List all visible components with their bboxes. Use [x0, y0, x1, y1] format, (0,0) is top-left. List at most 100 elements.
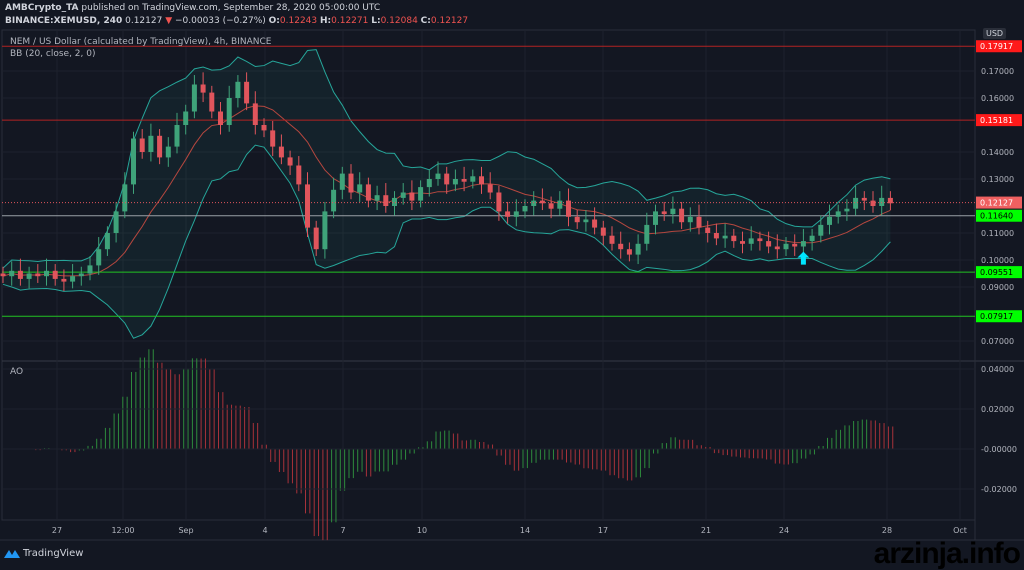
candle: [870, 200, 876, 206]
candle: [531, 200, 537, 206]
candle: [644, 224, 650, 244]
candle: [165, 146, 171, 158]
candle: [200, 84, 206, 93]
last-price-tag: [976, 196, 1022, 209]
level-tag: [976, 40, 1022, 53]
candle: [70, 276, 76, 282]
bb-legend[interactable]: BB (20, close, 2, 0): [10, 49, 96, 59]
level-label: 0.09551: [980, 268, 1013, 277]
candle: [122, 184, 128, 212]
level-label: 0.07917: [980, 312, 1013, 321]
candle: [600, 227, 606, 236]
candle: [322, 211, 328, 250]
ao-legend[interactable]: AO: [10, 367, 24, 377]
candle: [348, 173, 354, 193]
tradingview-icon: [4, 550, 20, 558]
candle: [470, 176, 476, 182]
candle: [705, 227, 711, 233]
candle: [783, 243, 789, 250]
candle: [626, 249, 632, 255]
candle: [444, 173, 450, 185]
candle: [757, 238, 763, 242]
y-tick-label: 0.14000: [981, 148, 1014, 157]
candle: [409, 192, 415, 201]
candle: [339, 173, 345, 190]
level-tag: [976, 266, 1022, 279]
candle: [513, 211, 519, 217]
y-tick-label: 0.13000: [981, 175, 1014, 184]
candle: [131, 138, 136, 185]
candle: [557, 200, 563, 209]
candle: [218, 111, 223, 125]
candle: [539, 200, 545, 204]
candle: [661, 211, 667, 215]
candle: [574, 216, 580, 223]
ao-y-tick-label: 0.04000: [981, 365, 1014, 374]
ao-y-tick-label: -0.02000: [981, 485, 1017, 494]
candle: [139, 138, 145, 152]
level-label: 0.11640: [980, 212, 1013, 221]
candle: [522, 206, 528, 212]
x-tick-label: Oct: [953, 526, 967, 535]
x-tick-label: 10: [417, 526, 427, 535]
candle: [748, 238, 754, 244]
candle: [261, 125, 267, 131]
last-price: 0.12127: [125, 16, 163, 26]
candle: [713, 233, 719, 239]
candle: [44, 270, 49, 277]
chart-canvas[interactable]: 27 12:00 Sep 4 7 10 14 17 21 24 28 Oct 0.17000 0.1600…: [0, 0, 1024, 545]
candle: [87, 265, 93, 274]
candle: [296, 165, 302, 185]
x-tick-label: 24: [779, 526, 789, 535]
y-tick-label: 0.09000: [981, 283, 1014, 292]
candle: [566, 200, 571, 217]
open: 0.12243: [279, 16, 318, 26]
candle: [479, 176, 484, 185]
up-arrow-icon: [797, 251, 810, 265]
bb-upper: [2, 49, 891, 269]
candle: [287, 157, 293, 166]
x-tick-label: 28: [882, 526, 892, 535]
candle: [618, 243, 624, 250]
candle: [383, 195, 389, 206]
main-legend: NEM / US Dollar (calculated by TradingVi…: [10, 37, 272, 47]
candle: [435, 173, 441, 179]
candle: [78, 273, 84, 277]
brand: TradingView: [23, 548, 84, 559]
candle: [392, 197, 397, 206]
candle: [9, 270, 15, 277]
candle: [861, 197, 867, 201]
candle: [426, 179, 432, 188]
candle: [191, 84, 197, 112]
o-label: O:: [268, 16, 280, 26]
author[interactable]: AMBCrypto_TA: [5, 3, 79, 13]
candle: [766, 241, 772, 247]
candle: [270, 130, 276, 147]
candle: [800, 241, 806, 247]
ao-y-tick-label: -0.00000: [981, 445, 1017, 454]
candle: [104, 233, 110, 250]
y-tick-label: 0.17000: [981, 67, 1014, 76]
candle: [827, 216, 832, 225]
tradingview-logo[interactable]: TradingView: [4, 548, 83, 559]
x-tick-label: 7: [340, 526, 345, 535]
candle: [244, 81, 250, 104]
x-tick-label: 12:00: [111, 526, 134, 535]
x-tick-label: 4: [262, 526, 267, 535]
level-label: 0.15181: [980, 116, 1013, 125]
candle: [592, 219, 598, 228]
candle: [365, 184, 371, 201]
symbol: BINANCE:XEMUSD, 240: [5, 16, 123, 26]
candle: [887, 197, 893, 204]
change: −0.00033 (−0.27%): [175, 16, 266, 26]
bb-fill: [3, 49, 891, 339]
candle: [461, 179, 467, 182]
currency-label[interactable]: USD: [983, 28, 1007, 39]
candle: [331, 189, 337, 212]
candle: [235, 81, 241, 98]
watermark: arzinja.info: [873, 537, 1021, 570]
level-tag: [976, 209, 1022, 222]
candle: [548, 203, 554, 209]
h-label: H:: [320, 16, 332, 26]
candle: [731, 235, 737, 242]
